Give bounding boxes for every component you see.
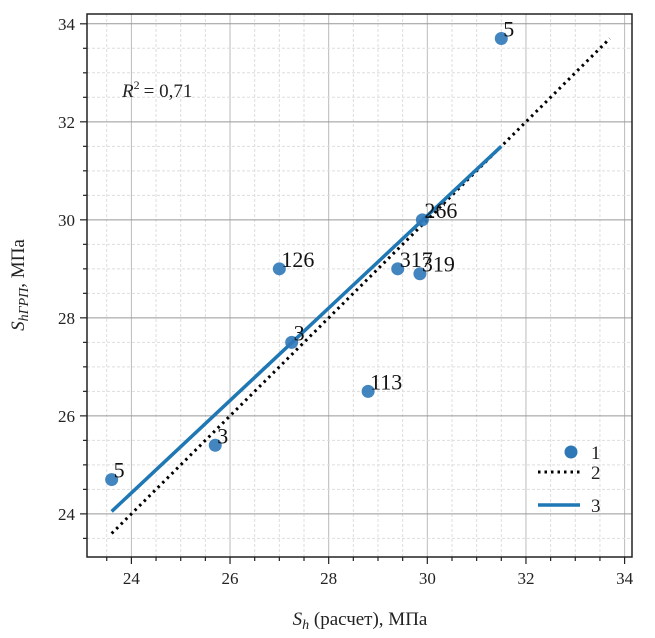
fit-line (110, 145, 503, 513)
y-tick-label: 34 (58, 15, 76, 34)
point-label: 5 (503, 17, 514, 42)
x-tick-label: 32 (517, 569, 534, 588)
y-tick-label: 26 (58, 407, 75, 426)
identity-line (110, 37, 611, 535)
point-label: 5 (114, 458, 125, 483)
data-point (272, 262, 286, 276)
x-tick-label: 26 (222, 569, 239, 588)
data-point (494, 32, 508, 46)
point-label: 317 (400, 247, 433, 272)
series-lines (110, 37, 611, 535)
point-label: 113 (370, 369, 402, 394)
plot-frame (86, 13, 633, 558)
data-point (391, 262, 405, 276)
legend-label-3: 3 (591, 496, 601, 517)
x-tick-label: 24 (123, 569, 141, 588)
data-point (361, 384, 375, 398)
x-tick-label: 28 (320, 569, 337, 588)
legend-marker-points (564, 445, 578, 459)
legend: 1 2 3 (538, 443, 601, 517)
data-point (285, 335, 299, 349)
y-tick-label: 24 (58, 505, 76, 524)
x-tick-label: 34 (616, 569, 634, 588)
point-label: 266 (424, 198, 457, 223)
y-tick-label: 28 (58, 309, 75, 328)
legend-label-2: 2 (591, 463, 601, 484)
point-label: 126 (281, 247, 314, 272)
y-tick-label: 32 (58, 113, 75, 132)
x-axis-label: Sh (расчет), МПа (293, 609, 428, 633)
data-point (208, 438, 222, 452)
y-axis-label: ShГРП, МПа (8, 239, 32, 331)
point-label: 3 (217, 423, 228, 448)
data-point (105, 473, 119, 487)
point-label: 319 (422, 252, 455, 277)
x-tick-label: 30 (419, 569, 436, 588)
y-tick-label: 30 (58, 211, 75, 230)
legend-label-1: 1 (591, 443, 601, 464)
r2-annotation: R2 = 0,71 (121, 78, 192, 102)
data-point (413, 267, 427, 281)
point-label: 3 (294, 320, 305, 345)
data-point (415, 213, 429, 227)
grid (87, 14, 632, 557)
